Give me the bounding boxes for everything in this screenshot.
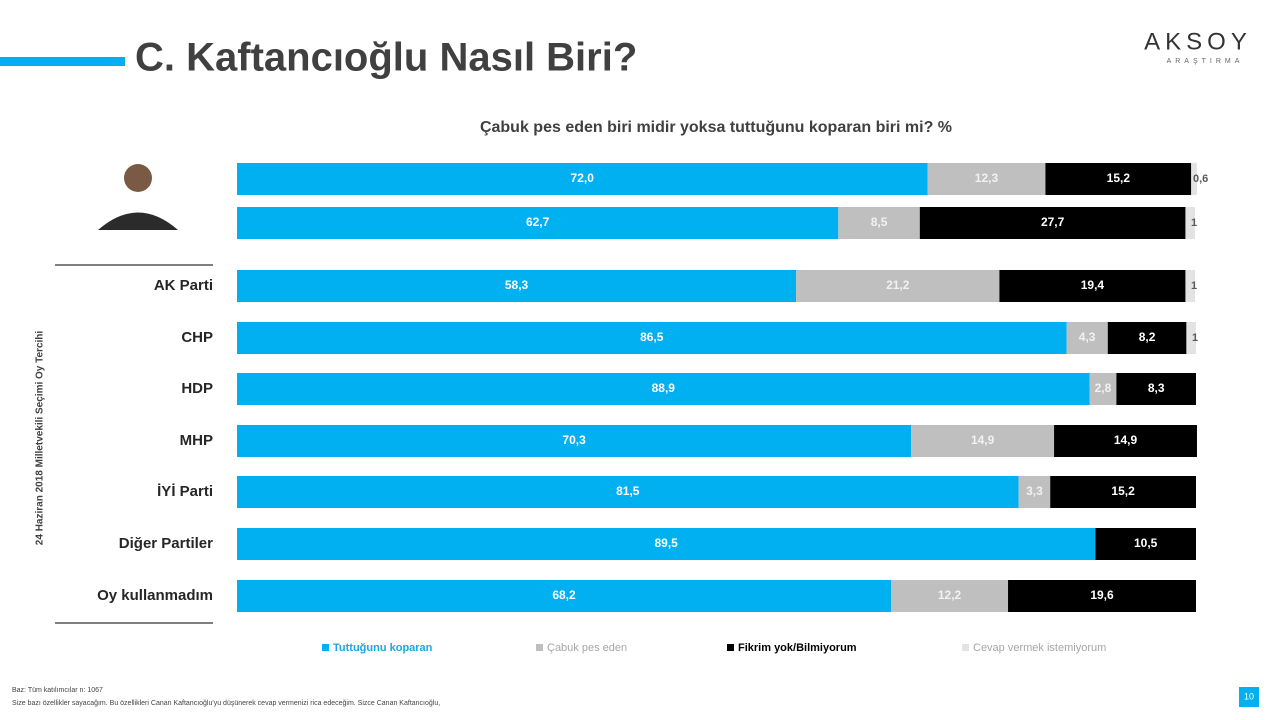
subtitle: Çabuk pes eden biri midir yoksa tuttuğun… <box>480 119 952 136</box>
data-label: 70,3 <box>562 433 586 447</box>
data-label: 15,2 <box>1111 484 1135 498</box>
data-label: 4,3 <box>1079 330 1096 344</box>
page-number-box <box>1239 687 1259 707</box>
bar-segment <box>911 425 1055 457</box>
bar-segment <box>237 425 912 457</box>
legend-label: Cevap vermek istemiyorum <box>973 642 1106 654</box>
bar-segment <box>1066 322 1108 354</box>
data-label: 15,2 <box>1107 171 1131 185</box>
bar-segment <box>1116 373 1196 405</box>
data-label: 81,5 <box>616 484 640 498</box>
data-label: 12,3 <box>975 171 999 185</box>
category-label: HDP <box>181 380 213 397</box>
data-label: 1 <box>1191 217 1197 229</box>
legend-label: Fikrim yok/Bilmiyorum <box>738 642 857 654</box>
data-label: 14,9 <box>971 433 995 447</box>
legend-swatch <box>962 644 969 651</box>
bar-segment <box>1008 580 1196 612</box>
data-label: 3,3 <box>1026 484 1043 498</box>
bar-segment <box>1185 207 1196 239</box>
bar-segment <box>1185 270 1196 302</box>
data-label: 8,3 <box>1148 381 1165 395</box>
data-label: 86,5 <box>640 330 664 344</box>
bar-segment <box>999 270 1186 302</box>
data-label: 21,2 <box>886 278 910 292</box>
logo: AKSOY <box>1144 28 1252 55</box>
data-label: 10,5 <box>1134 536 1158 550</box>
legend-label: Tuttuğunu koparan <box>333 642 433 654</box>
logo-sub: ARAŞTIRMA <box>1167 58 1244 65</box>
legend-swatch <box>322 644 329 651</box>
legend-swatch <box>727 644 734 651</box>
bar-segment <box>1107 322 1187 354</box>
category-label: İYİ Parti <box>157 483 213 500</box>
bar-segment <box>927 163 1046 195</box>
legend-label: Çabuk pes eden <box>547 642 627 654</box>
data-label: 12,2 <box>938 588 962 602</box>
category-label: CHP <box>181 329 213 346</box>
bar-segment <box>1045 163 1192 195</box>
data-label: 1 <box>1191 280 1197 292</box>
bar-segment <box>237 322 1067 354</box>
data-label: 58,3 <box>505 278 529 292</box>
bar-segment <box>796 270 1000 302</box>
title-accent <box>0 57 125 66</box>
y-axis-label: 24 Haziran 2018 Milletvekili Seçimi Oy T… <box>35 331 46 546</box>
data-label: 19,6 <box>1090 588 1114 602</box>
bar-segment <box>237 476 1019 508</box>
data-label: 8,2 <box>1139 330 1156 344</box>
data-label: 2,8 <box>1095 381 1112 395</box>
bar-segment <box>891 580 1009 612</box>
data-label: 88,9 <box>652 381 676 395</box>
bar-segment <box>237 163 928 195</box>
title: C. Kaftancıoğlu Nasıl Biri? <box>135 36 637 80</box>
data-label: 1 <box>1192 332 1198 344</box>
bar-segment <box>1018 476 1051 508</box>
data-label: 8,5 <box>871 215 888 229</box>
photo <box>98 164 178 230</box>
category-label: AK Parti <box>154 277 213 294</box>
bar-segment <box>919 207 1186 239</box>
bar-segment <box>237 528 1096 560</box>
data-label: 27,7 <box>1041 215 1065 229</box>
footnote: Size bazı özellikler sayacağım. Bu özell… <box>12 700 440 707</box>
bar-segment <box>237 580 892 612</box>
bar-segment <box>1054 425 1197 457</box>
category-label: Oy kullanmadım <box>97 587 213 604</box>
bar-segment <box>1191 163 1197 195</box>
data-label: 72,0 <box>571 171 595 185</box>
data-label: 62,7 <box>526 215 550 229</box>
category-label: Diğer Partiler <box>119 535 213 552</box>
data-label: 0,6 <box>1193 173 1208 185</box>
data-label: 14,9 <box>1114 433 1138 447</box>
bar-segment <box>1186 322 1196 354</box>
bar-segment <box>1095 528 1196 560</box>
bar-segment <box>237 207 839 239</box>
data-label: 68,2 <box>552 588 576 602</box>
category-label: MHP <box>180 432 213 449</box>
bar-segment <box>1050 476 1196 508</box>
legend-swatch <box>536 644 543 651</box>
data-label: 89,5 <box>654 536 678 550</box>
footnote: Baz: Tüm katılımcılar n: 1067 <box>12 687 103 694</box>
bar-segment <box>1089 373 1117 405</box>
page-number: 10 <box>1244 691 1254 701</box>
bar-segment <box>838 207 920 239</box>
bar-segment <box>237 373 1090 405</box>
data-label: 19,4 <box>1081 278 1105 292</box>
bar-segment <box>237 270 797 302</box>
